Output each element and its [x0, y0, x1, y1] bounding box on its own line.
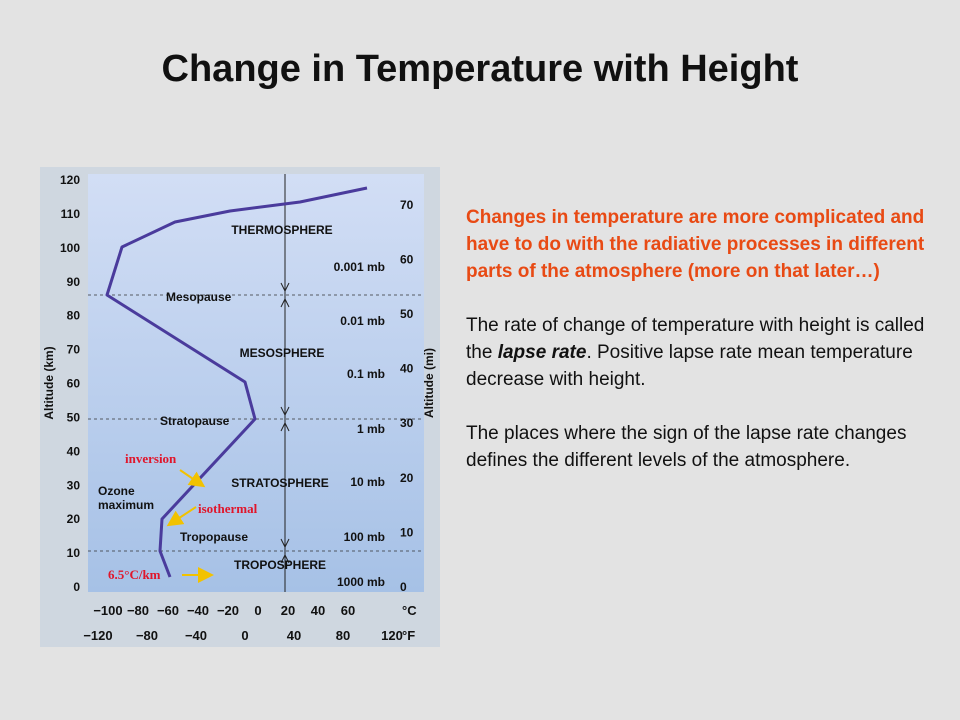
left-axis-title: Altitude (km) [42, 346, 56, 419]
inversion-annotation: inversion [125, 451, 177, 466]
celsius-axis: −100 −80 −60 −40 −20 0 20 40 60 [93, 603, 355, 618]
celsius-tick-label: −40 [187, 603, 209, 618]
mi-tick-label: 40 [400, 362, 414, 376]
isothermal-annotation: isothermal [198, 501, 258, 516]
celsius-tick-label: 0 [254, 603, 261, 618]
plot-panel [88, 174, 424, 592]
mi-tick-label: 20 [400, 471, 414, 485]
celsius-unit: °C [402, 603, 417, 618]
pressure-label: 10 mb [350, 475, 385, 489]
temperature-curve [105, 186, 368, 578]
layer-mesosphere: MESOSPHERE [240, 346, 325, 360]
km-tick-label: 20 [67, 512, 81, 526]
fahrenheit-unit: °F [402, 628, 415, 643]
celsius-tick-label: −100 [93, 603, 122, 618]
pause-mesopause: Mesopause [166, 290, 232, 304]
ozone-label: maximum [98, 498, 154, 512]
explanation-text: Changes in temperature are more complica… [466, 204, 936, 501]
lapse-rate-text-b: . Positive lapse rate mean temperature d… [466, 342, 913, 390]
pressure-label: 0.1 mb [347, 367, 385, 381]
pressure-label: 1000 mb [337, 575, 385, 589]
levels-paragraph: The places where the sign of the lapse r… [466, 423, 907, 471]
fahrenheit-tick-label: 0 [241, 628, 248, 643]
lapse-rate-term: lapse rate [497, 342, 587, 363]
km-tick-label: 90 [67, 275, 81, 289]
km-axis: 0 10 20 30 40 50 60 70 80 90 100 110 120 [60, 173, 80, 594]
pause-stratopause: Stratopause [160, 414, 230, 428]
km-tick-label: 0 [73, 580, 80, 594]
mi-tick-label: 10 [400, 525, 414, 539]
fahrenheit-tick-label: −120 [83, 628, 112, 643]
lapse-rate-annotation: 6.5°C/km [108, 567, 161, 582]
layer-arrow [280, 406, 290, 432]
celsius-tick-label: −20 [217, 603, 239, 618]
km-tick-label: 60 [67, 377, 81, 391]
pressure-label: 100 mb [344, 530, 385, 544]
km-tick-label: 10 [67, 546, 81, 560]
lapse-rate-paragraph: The rate of change of temperature with h… [466, 312, 936, 393]
fahrenheit-tick-label: 120 [381, 628, 403, 643]
pressure-label: 0.01 mb [340, 314, 385, 328]
mi-tick-label: 70 [400, 198, 414, 212]
celsius-tick-label: 20 [281, 603, 295, 618]
km-tick-label: 70 [67, 343, 81, 357]
km-tick-label: 30 [67, 478, 81, 492]
fahrenheit-tick-label: −80 [136, 628, 158, 643]
intro-paragraph: Changes in temperature are more complica… [466, 207, 925, 282]
km-tick-label: 50 [67, 410, 81, 424]
slide-title: Change in Temperature with Height [161, 48, 799, 90]
celsius-tick-label: −60 [157, 603, 179, 618]
celsius-tick-label: 60 [341, 603, 355, 618]
mi-tick-label: 60 [400, 252, 414, 266]
layer-troposphere: TROPOSPHERE [234, 558, 326, 572]
mi-tick-label: 0 [400, 580, 407, 594]
fahrenheit-axis: −120 −80 −40 0 40 80 120 [83, 628, 403, 643]
temperature-profile-diagram: 0 10 20 30 40 50 60 70 80 90 100 110 120 0 10 20 30 40 50… [40, 167, 440, 647]
celsius-tick-label: −80 [127, 603, 149, 618]
inversion-arrow [179, 469, 206, 488]
km-tick-label: 110 [61, 207, 81, 221]
layer-stratosphere: STRATOSPHERE [231, 476, 329, 490]
mi-axis: 0 10 20 30 40 50 60 70 [400, 198, 414, 594]
mi-tick-label: 30 [400, 416, 414, 430]
layer-arrow [280, 282, 290, 308]
mi-tick-label: 50 [400, 307, 414, 321]
lapse-rate-text-a: The rate of change of temperature with h… [466, 315, 925, 363]
layer-thermosphere: THERMOSPHERE [231, 223, 332, 237]
km-tick-label: 80 [67, 309, 81, 323]
km-tick-label: 40 [67, 444, 81, 458]
fahrenheit-tick-label: 80 [336, 628, 350, 643]
pressure-label: 0.001 mb [334, 260, 385, 274]
km-tick-label: 100 [60, 241, 80, 255]
fahrenheit-tick-label: 40 [287, 628, 301, 643]
ozone-label: Ozone [98, 484, 135, 498]
isothermal-arrow [166, 506, 197, 527]
right-axis-title: Altitude (mi) [422, 348, 436, 418]
fahrenheit-tick-label: −40 [185, 628, 207, 643]
pressure-label: 1 mb [357, 422, 385, 436]
layer-arrow [280, 538, 290, 564]
km-tick-label: 120 [60, 173, 80, 187]
celsius-tick-label: 40 [311, 603, 325, 618]
pause-tropopause: Tropopause [180, 530, 248, 544]
